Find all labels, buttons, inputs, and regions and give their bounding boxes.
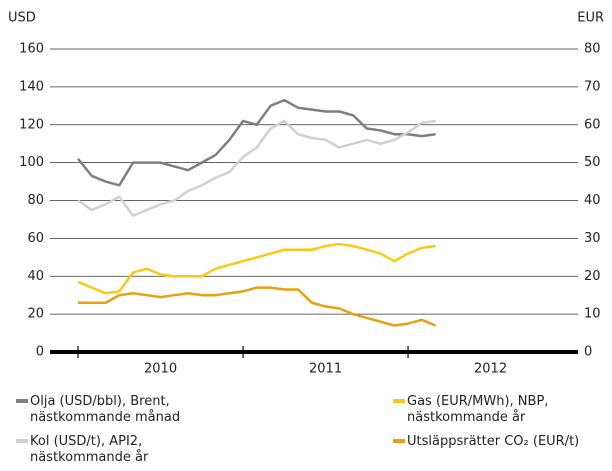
legend-line: nästkommande månad — [30, 410, 180, 425]
y-tick-label: 160 — [19, 42, 44, 57]
y2-tick-label: 60 — [584, 117, 601, 132]
y-tick-label: 40 — [27, 269, 44, 284]
legend-line: Utsläppsrätter CO₂ (EUR/t) — [407, 434, 579, 449]
x-tick-label: 2010 — [144, 362, 177, 377]
series-line — [77, 119, 436, 217]
y2-tick-label: 70 — [584, 79, 601, 94]
y-tick-label: 0 — [36, 345, 44, 360]
y2-tick-label: 80 — [584, 42, 601, 57]
y-tick-label: 100 — [19, 155, 44, 170]
y-tick-label: 80 — [27, 193, 44, 208]
legend-line: nästkommande år — [407, 410, 526, 425]
legend-line: Kol (USD/t), API2, — [30, 434, 142, 449]
legend-line: Gas (EUR/MWh), NBP, — [407, 394, 548, 409]
x-tick-label: 2011 — [309, 362, 342, 377]
y-tick-label: 120 — [19, 117, 44, 132]
y2-tick-label: 20 — [584, 269, 601, 284]
legend-label: Gas (EUR/MWh), NBP, nästkommande år — [407, 394, 548, 425]
series-line — [77, 98, 436, 187]
series-line — [78, 286, 437, 327]
series-line — [77, 242, 436, 295]
legend-label: Utsläppsrätter CO₂ (EUR/t) — [407, 434, 579, 449]
y-tick-label: 20 — [27, 307, 44, 322]
y2-tick-label: 40 — [584, 193, 601, 208]
y-tick-label: 60 — [27, 231, 44, 246]
y2-tick-label: 0 — [584, 345, 592, 360]
legend-label: Olja (USD/bbl), Brent, nästkommande månad — [30, 394, 180, 425]
x-tick-label: 2012 — [474, 362, 507, 377]
y-tick-label: 140 — [19, 79, 44, 94]
y2-tick-label: 10 — [584, 307, 601, 322]
legend-line: Olja (USD/bbl), Brent, — [30, 394, 170, 409]
legend-label: Kol (USD/t), API2, nästkommande år — [30, 434, 149, 465]
legend-line: nästkommande år — [30, 450, 149, 465]
y2-tick-label: 30 — [584, 231, 601, 246]
y2-tick-label: 50 — [584, 155, 601, 170]
y2-axis-label: EUR — [577, 11, 604, 26]
y-axis-label: USD — [8, 11, 36, 26]
